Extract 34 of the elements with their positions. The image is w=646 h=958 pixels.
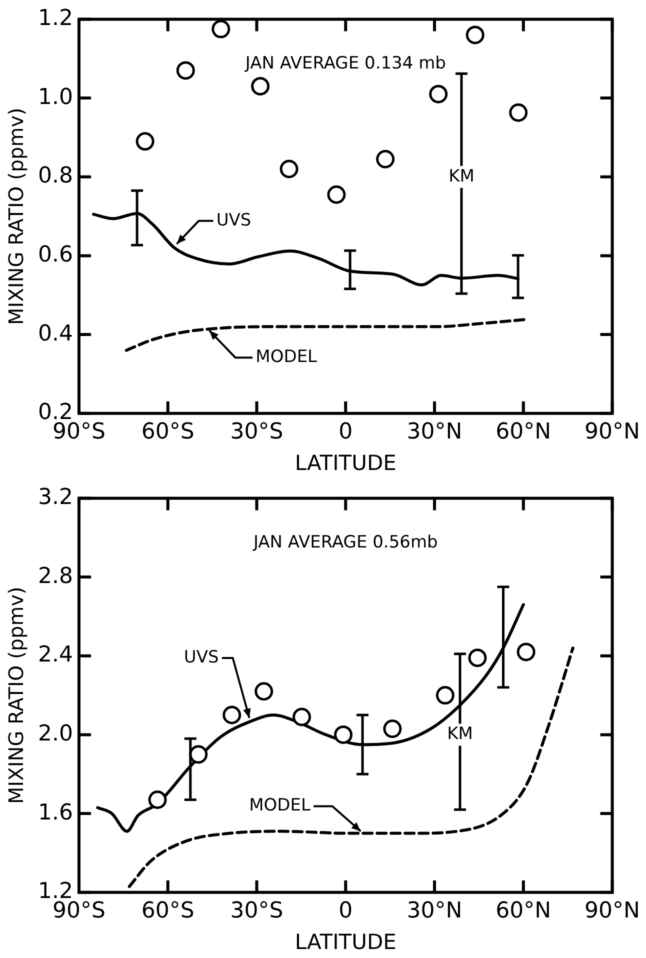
annotation: KM — [447, 724, 473, 744]
x-tick-label: 30°N — [406, 898, 462, 924]
y-axis-title: MIXING RATIO (ppmv) — [4, 586, 28, 804]
annotation: MODEL — [256, 347, 318, 368]
x-tick-label: 30°S — [230, 898, 284, 924]
x-tick-label: 60°S — [141, 898, 194, 924]
y-tick-label: 2.4 — [38, 642, 73, 668]
x-tick-label: 30°N — [406, 419, 462, 444]
x-tick-label: 90°N — [584, 898, 640, 924]
text: JAN AVERAGE 0.56mb — [252, 532, 438, 553]
x-axis-title: LATITUDE — [294, 450, 396, 475]
x-tick-label: 60°N — [496, 419, 552, 444]
y-tick-label: 0.8 — [38, 164, 73, 189]
x-tick-label: 30°S — [230, 419, 284, 444]
y-tick-label: 2.0 — [38, 721, 73, 746]
y-tick-label: 0.6 — [38, 242, 73, 268]
y-tick-label: 2.8 — [38, 564, 73, 589]
annotation: UVS — [184, 647, 219, 668]
annotation: UVS — [216, 210, 252, 230]
x-tick-label: 0 — [338, 419, 353, 444]
x-axis-title: LATITUDE — [294, 930, 396, 954]
y-tick-label: 3.2 — [38, 484, 73, 510]
y-tick-label: 1.0 — [38, 84, 73, 110]
annotation: KM — [448, 166, 474, 186]
y-tick-label: 1.2 — [38, 6, 73, 31]
x-tick-label: 60°N — [496, 898, 552, 924]
x-tick-label: 90°N — [584, 419, 640, 444]
y-axis-title: MIXING RATIO (ppmv) — [4, 108, 28, 325]
y-tick-label: 1.6 — [38, 800, 73, 826]
x-tick-label: 60°S — [141, 419, 194, 444]
annotation: MODEL — [249, 796, 311, 816]
text: JAN AVERAGE 0.134 mb — [244, 54, 446, 74]
y-tick-label: 0.4 — [38, 321, 73, 346]
x-tick-label: 0 — [338, 898, 353, 924]
